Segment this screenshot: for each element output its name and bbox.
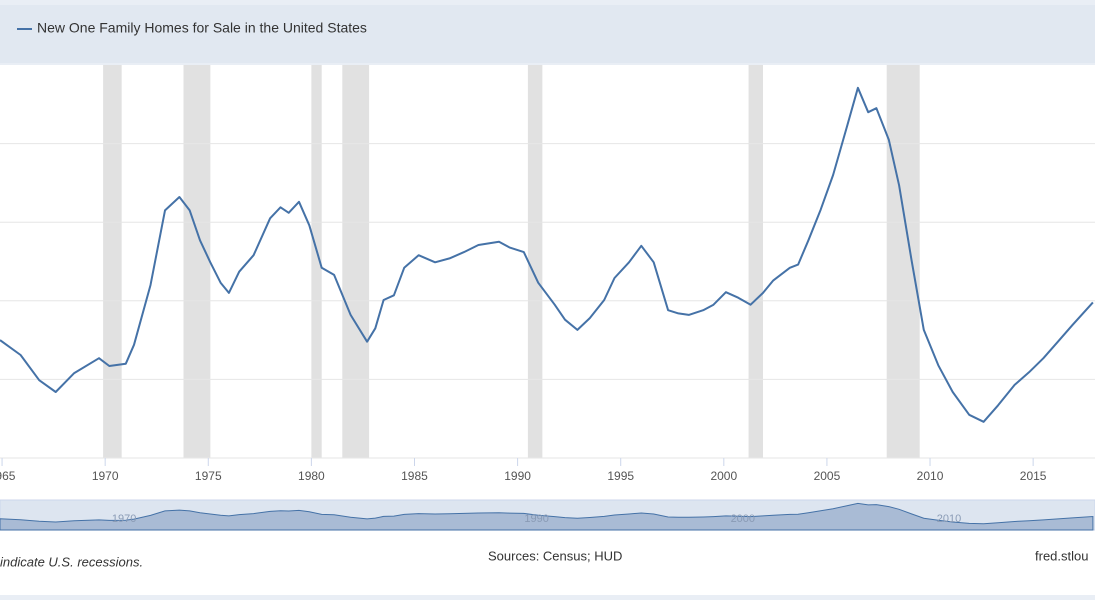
navigator-label: 1990 (524, 513, 548, 525)
x-tick-label: 2005 (814, 469, 841, 483)
x-tick-label: 1970 (92, 469, 119, 483)
site: fred.stlou (1035, 548, 1088, 563)
navigator-series (0, 502, 1094, 531)
x-tick-label: 1965 (0, 469, 16, 483)
x-tick-label: 2000 (710, 469, 737, 483)
navigator-label: 2010 (937, 513, 961, 525)
legend-bar (0, 5, 1095, 63)
source: Sources: Census; HUD (488, 548, 622, 563)
series-line (0, 86, 1094, 423)
recession-band (311, 65, 322, 458)
x-tick-label: 2015 (1020, 469, 1047, 483)
navigator-label: 2000 (731, 513, 755, 525)
x-tick-label: 1975 (195, 469, 222, 483)
plot-area (0, 65, 1095, 458)
x-tick-label: 1995 (607, 469, 634, 483)
legend-label: New One Family Homes for Sale in the Uni… (37, 20, 367, 36)
navigator-label: 1970 (112, 513, 136, 525)
recession-band (886, 65, 920, 458)
recession-band (103, 65, 122, 458)
x-tick-label: 1990 (504, 469, 531, 483)
x-tick-label: 2010 (917, 469, 944, 483)
recession-band (527, 65, 543, 458)
x-tick-label: 1985 (401, 469, 428, 483)
recession-band (183, 65, 211, 458)
recession-note: indicate U.S. recessions. (0, 554, 143, 569)
x-tick-label: 1980 (298, 469, 325, 483)
recession-band (748, 65, 763, 458)
recession-band (342, 65, 370, 458)
